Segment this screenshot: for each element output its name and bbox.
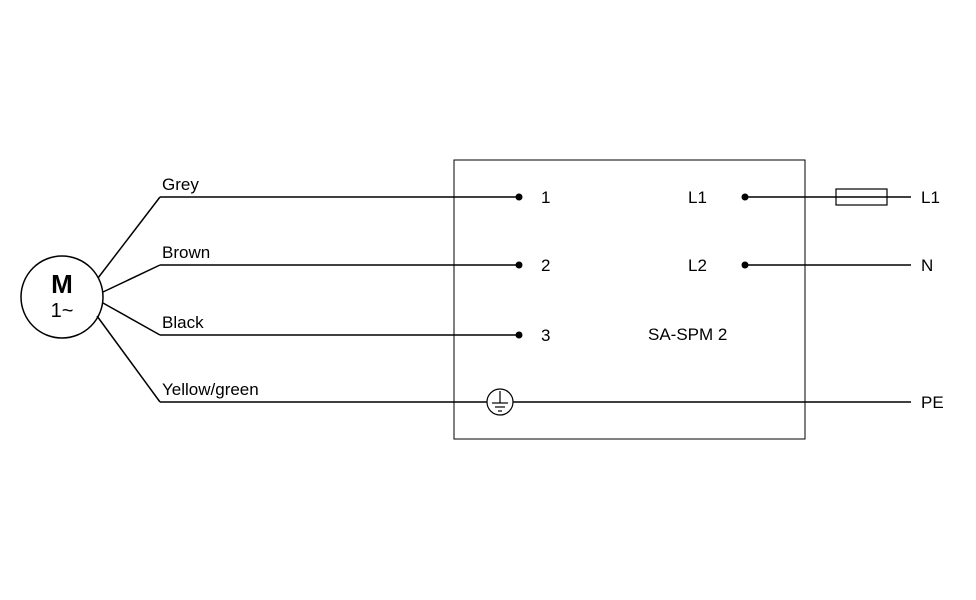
supply-label-PE: PE xyxy=(921,393,944,412)
motor-label-phase: 1~ xyxy=(51,300,74,322)
wire-label-0: Grey xyxy=(162,175,199,194)
terminal-label-right-L1: L1 xyxy=(688,188,707,207)
motor-label-m: M xyxy=(51,269,73,299)
wire-label-3: Yellow/green xyxy=(162,380,259,399)
terminal-label-left-3: 3 xyxy=(541,326,550,345)
terminal-dot-left-1 xyxy=(516,194,523,201)
terminal-label-right-L2: L2 xyxy=(688,256,707,275)
motor-lead-1 xyxy=(103,265,160,292)
supply-label-N: N xyxy=(921,256,933,275)
supply-label-L1: L1 xyxy=(921,188,940,207)
wiring-diagram: M1~ SA-SPM 2 Grey 1 Brown 2 Black 3 Yellow/green… xyxy=(0,0,976,600)
motor-lead-2 xyxy=(103,303,160,335)
terminal-dot-left-2 xyxy=(516,262,523,269)
device-label: SA-SPM 2 xyxy=(648,325,727,344)
terminal-label-left-2: 2 xyxy=(541,256,550,275)
motor-lead-0 xyxy=(98,197,160,278)
wire-label-1: Brown xyxy=(162,243,210,262)
terminal-dot-left-3 xyxy=(516,332,523,339)
wire-label-2: Black xyxy=(162,313,204,332)
terminal-label-left-1: 1 xyxy=(541,188,550,207)
